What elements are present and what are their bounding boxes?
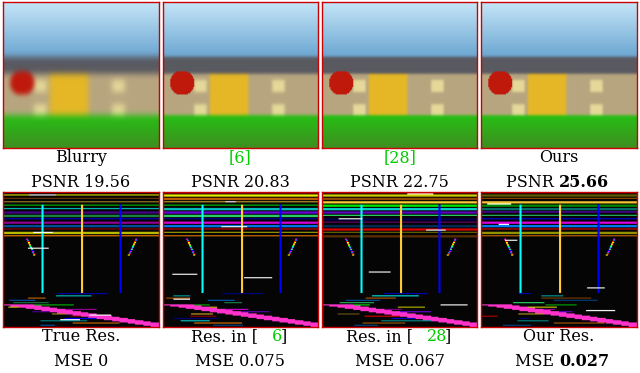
Text: PSNR 19.56: PSNR 19.56 xyxy=(31,173,131,191)
Text: 25.66: 25.66 xyxy=(559,173,609,191)
Text: MSE 0.067: MSE 0.067 xyxy=(355,353,445,370)
Text: 0.027: 0.027 xyxy=(559,353,609,370)
Text: PSNR 20.83: PSNR 20.83 xyxy=(191,173,290,191)
Text: Ours: Ours xyxy=(540,149,579,166)
Text: MSE: MSE xyxy=(515,353,559,370)
Text: PSNR 22.75: PSNR 22.75 xyxy=(350,173,449,191)
Text: 6: 6 xyxy=(272,328,282,345)
Text: True Res.: True Res. xyxy=(42,328,120,345)
Text: [6]: [6] xyxy=(229,149,252,166)
Text: ]: ] xyxy=(281,328,287,345)
Text: ]: ] xyxy=(445,328,451,345)
Text: Blurry: Blurry xyxy=(55,149,107,166)
Text: MSE 0: MSE 0 xyxy=(54,353,108,370)
Text: Res. in [: Res. in [ xyxy=(346,328,413,345)
Text: 28: 28 xyxy=(427,328,447,345)
Text: Our Res.: Our Res. xyxy=(524,328,595,345)
Text: PSNR: PSNR xyxy=(506,173,559,191)
Text: MSE 0.075: MSE 0.075 xyxy=(195,353,285,370)
Text: [28]: [28] xyxy=(383,149,416,166)
Text: Res. in [: Res. in [ xyxy=(191,328,258,345)
